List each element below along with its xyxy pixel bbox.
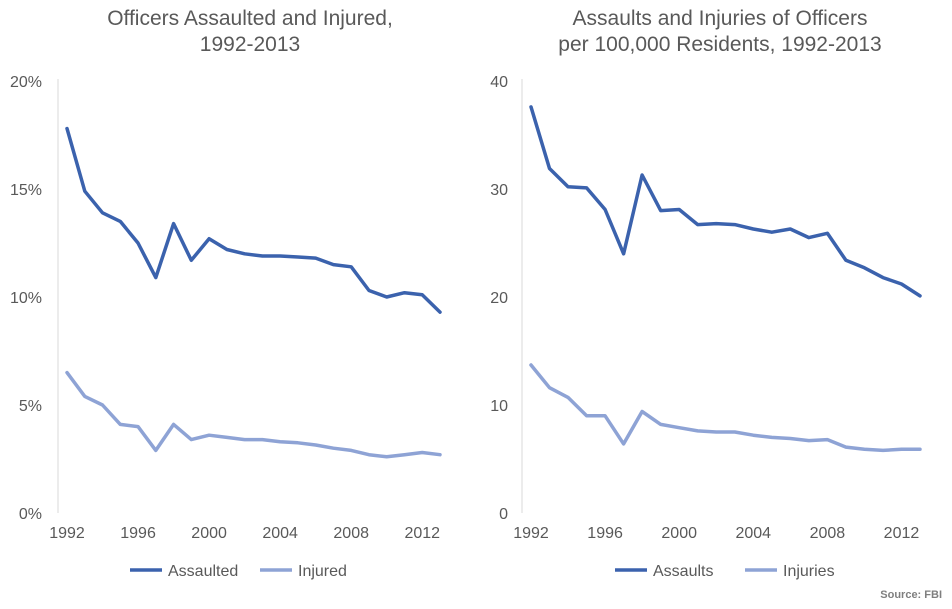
right-y-tick-label: 0 — [499, 506, 508, 523]
left-title-line2: 1992-2013 — [199, 33, 301, 56]
right-series-line-injuries — [529, 363, 922, 453]
right-x-tick-label: 2004 — [735, 525, 771, 542]
source-note: Source: FBI — [880, 589, 942, 601]
left-title-line1: Officers Assaulted and Injured, — [107, 7, 393, 30]
right-chart-title: Assaults and Injuries of Officers per 10… — [500, 6, 940, 58]
left-x-tick-label: 2000 — [191, 525, 227, 542]
right-title-line1: Assaults and Injuries of Officers — [572, 7, 868, 30]
right-title-line2: per 100,000 Residents, 1992-2013 — [558, 33, 882, 56]
left-x-tick-label: 1996 — [120, 525, 156, 542]
left-y-tick-label: 20% — [10, 74, 42, 91]
left-y-tick-label: 0% — [19, 506, 42, 523]
left-y-tick-label: 5% — [19, 398, 42, 415]
right-y-tick-label: 10 — [490, 398, 508, 415]
right-x-tick-label: 2012 — [884, 525, 920, 542]
left-x-tick-label: 2012 — [404, 525, 440, 542]
right-y-tick-label: 30 — [490, 182, 508, 199]
left-legend-label: Injured — [298, 563, 347, 580]
right-x-tick-label: 1996 — [587, 525, 623, 542]
left-x-tick-label: 2008 — [333, 525, 369, 542]
right-series-line-assaults — [529, 105, 922, 298]
right-y-tick-label: 20 — [490, 290, 508, 307]
right-x-tick-label: 2000 — [661, 525, 697, 542]
right-y-tick-label: 40 — [490, 74, 508, 91]
left-series-line-injured — [65, 370, 442, 459]
left-series-line-assaulted — [65, 126, 442, 314]
left-legend-label: Assaulted — [168, 563, 238, 580]
right-x-tick-label: 2008 — [810, 525, 846, 542]
right-legend-label: Assaults — [653, 563, 713, 580]
right-x-tick-label: 1992 — [513, 525, 549, 542]
left-y-tick-label: 10% — [10, 290, 42, 307]
left-x-tick-label: 1992 — [49, 525, 85, 542]
left-chart-title: Officers Assaulted and Injured, 1992-201… — [40, 6, 460, 58]
left-y-tick-label: 15% — [10, 182, 42, 199]
left-x-tick-label: 2004 — [262, 525, 298, 542]
right-legend-label: Injuries — [783, 563, 835, 580]
